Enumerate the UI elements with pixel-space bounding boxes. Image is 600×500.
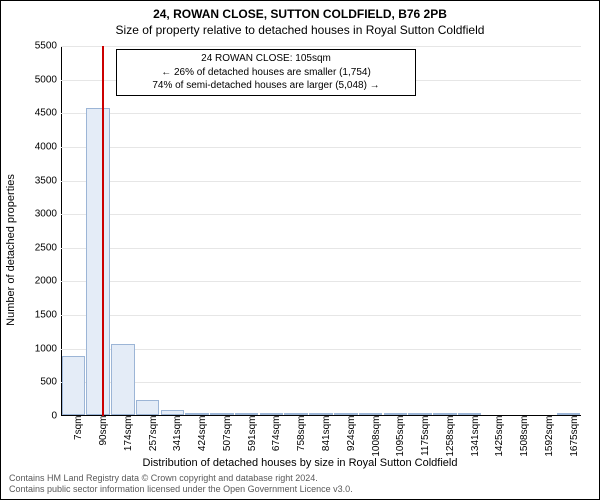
x-tick-label: 1592sqm <box>544 416 555 457</box>
chart-container: 24, ROWAN CLOSE, SUTTON COLDFIELD, B76 2… <box>0 0 600 500</box>
y-tick-label: 4000 <box>25 141 57 152</box>
x-tick-label: 1341sqm <box>470 416 481 457</box>
chart-subtitle: Size of property relative to detached ho… <box>1 23 599 37</box>
bar <box>136 400 160 415</box>
grid-line <box>61 147 581 148</box>
y-tick-label: 0 <box>25 411 57 422</box>
x-tick-label: 1258sqm <box>445 416 456 457</box>
x-tick-label: 1095sqm <box>395 416 406 457</box>
y-tick-label: 5500 <box>25 41 57 52</box>
x-tick-label: 924sqm <box>346 416 357 452</box>
y-tick-label: 500 <box>25 377 57 388</box>
x-tick-label: 424sqm <box>197 416 208 452</box>
x-axis-label: Distribution of detached houses by size … <box>1 457 599 469</box>
footer: Contains HM Land Registry data © Crown c… <box>9 473 353 495</box>
bar <box>86 108 110 415</box>
grid-line <box>61 349 581 350</box>
y-tick-label: 3500 <box>25 175 57 186</box>
grid-line <box>61 46 581 47</box>
plot-area: 0500100015002000250030003500400045005000… <box>61 46 581 416</box>
x-tick-label: 1008sqm <box>371 416 382 457</box>
x-tick-label: 674sqm <box>271 416 282 452</box>
x-tick-label: 841sqm <box>321 416 332 452</box>
bar <box>161 410 185 415</box>
x-tick-label: 257sqm <box>148 416 159 452</box>
info-line-3: 74% of semi-detached houses are larger (… <box>121 79 411 93</box>
chart-title: 24, ROWAN CLOSE, SUTTON COLDFIELD, B76 2… <box>1 7 599 21</box>
y-tick-label: 5000 <box>25 74 57 85</box>
grid-line <box>61 281 581 282</box>
x-tick-label: 341sqm <box>172 416 183 452</box>
info-box: 24 ROWAN CLOSE: 105sqm ← 26% of detached… <box>116 49 416 96</box>
info-line-1: 24 ROWAN CLOSE: 105sqm <box>121 52 411 66</box>
y-tick-label: 2500 <box>25 242 57 253</box>
grid-line <box>61 315 581 316</box>
grid-line <box>61 113 581 114</box>
x-tick-label: 7sqm <box>73 416 84 440</box>
y-axis-label: Number of detached properties <box>5 174 17 326</box>
footer-line-2: Contains public sector information licen… <box>9 484 353 495</box>
x-tick-label: 1675sqm <box>569 416 580 457</box>
x-tick-label: 90sqm <box>98 416 109 446</box>
x-tick-label: 174sqm <box>123 416 134 452</box>
x-tick-label: 507sqm <box>222 416 233 452</box>
grid-line <box>61 181 581 182</box>
info-line-2: ← 26% of detached houses are smaller (1,… <box>121 66 411 80</box>
y-tick-label: 2000 <box>25 276 57 287</box>
x-tick-label: 591sqm <box>247 416 258 452</box>
grid-line <box>61 382 581 383</box>
y-tick-label: 1500 <box>25 310 57 321</box>
x-tick-label: 1508sqm <box>519 416 530 457</box>
bar <box>62 356 86 415</box>
x-tick-label: 1175sqm <box>420 416 431 456</box>
y-tick-label: 4500 <box>25 108 57 119</box>
grid-line <box>61 248 581 249</box>
x-tick-label: 1425sqm <box>494 416 505 457</box>
footer-line-1: Contains HM Land Registry data © Crown c… <box>9 473 353 484</box>
x-tick-label: 758sqm <box>296 416 307 452</box>
y-tick-label: 1000 <box>25 343 57 354</box>
grid-line <box>61 214 581 215</box>
bar <box>111 344 135 415</box>
y-tick-label: 3000 <box>25 209 57 220</box>
marker-line <box>102 46 104 416</box>
